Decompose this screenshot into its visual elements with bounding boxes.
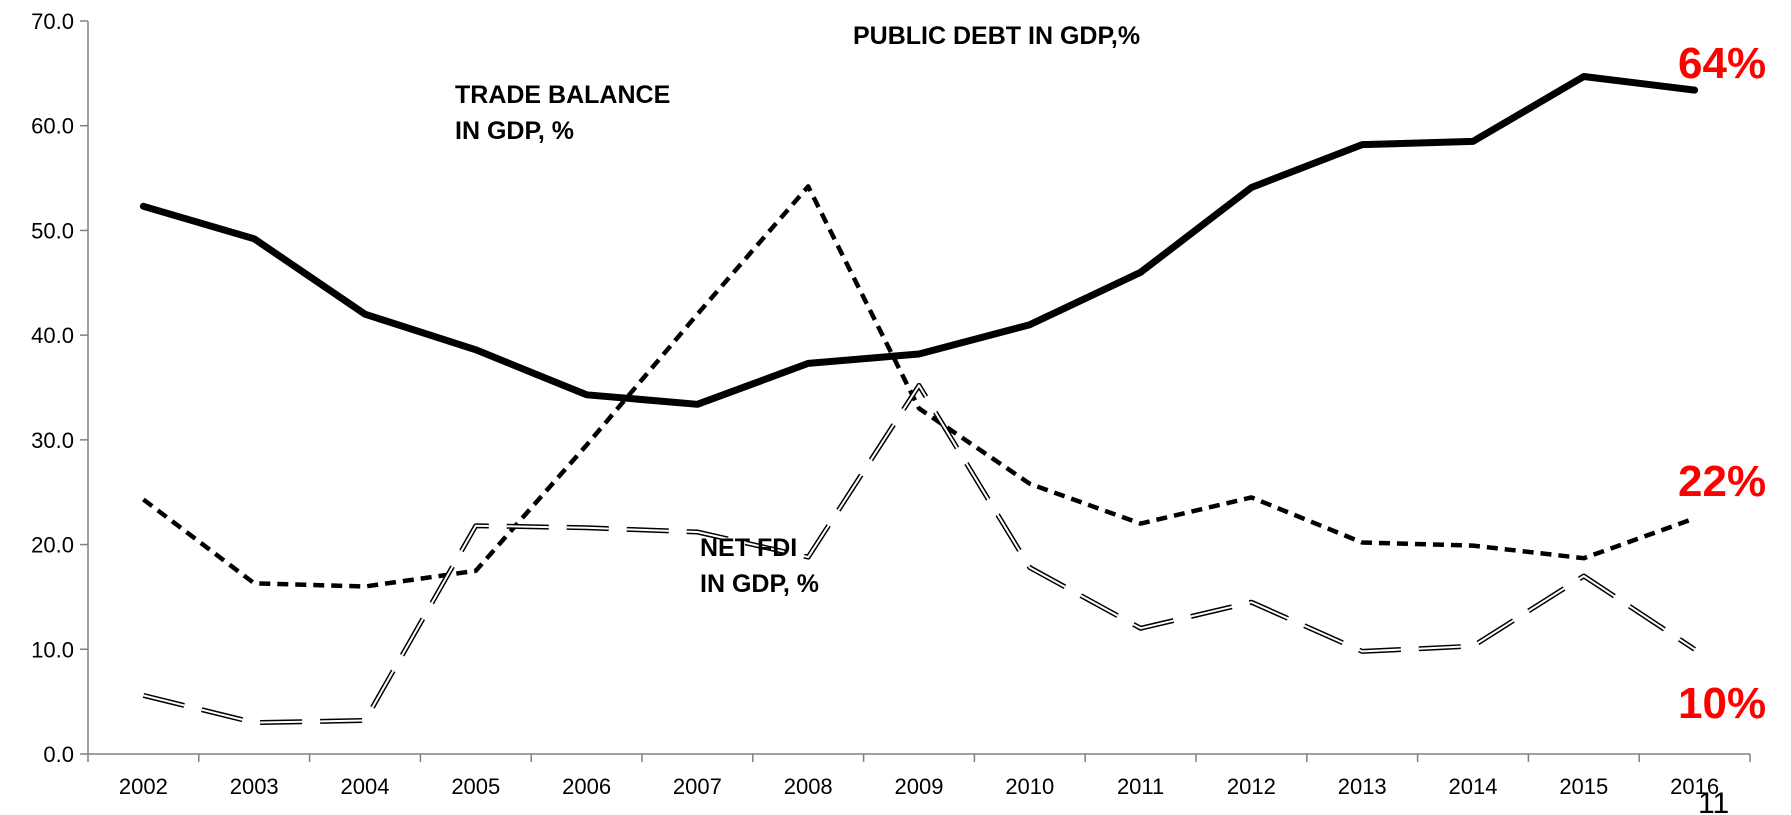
end-label-public-debt: 64% <box>1678 39 1766 88</box>
series-line-2 <box>142 184 1696 589</box>
annotations: PUBLIC DEBT IN GDP,% TRADE BALANCE IN GD… <box>455 22 1766 815</box>
series-lines <box>139 73 1699 726</box>
y-tick-label: 40.0 <box>31 323 74 348</box>
y-tick-label: 70.0 <box>31 9 74 34</box>
axes: 0.0 10.0 20.0 30.0 40.0 50.0 60.0 70.0 2002 2003 2… <box>31 9 1751 799</box>
series-label-trade-balance-line1: TRADE BALANCE <box>455 81 670 109</box>
x-tick-label: 2007 <box>673 774 722 799</box>
x-tick-label: 2015 <box>1559 774 1608 799</box>
x-tick-label: 2004 <box>341 774 390 799</box>
series-line-1 <box>139 73 1699 408</box>
x-tick-label: 2005 <box>451 774 500 799</box>
series-label-public-debt: PUBLIC DEBT IN GDP,% <box>853 22 1140 50</box>
series-line-3-outline <box>142 382 1696 726</box>
x-tick-label: 2010 <box>1005 774 1054 799</box>
x-tick-label: 2008 <box>784 774 833 799</box>
x-tick-label: 2011 <box>1117 774 1164 799</box>
series-label-net-fdi-line1: NET FDI <box>700 534 797 562</box>
end-label-trade-balance: 22% <box>1678 457 1766 506</box>
y-tick-label: 10.0 <box>31 637 74 662</box>
x-tick-label: 2012 <box>1227 774 1276 799</box>
series-line-3-core <box>143 384 1696 724</box>
x-tick-label: 2013 <box>1338 774 1387 799</box>
x-tick-label: 2014 <box>1449 774 1498 799</box>
series-label-trade-balance-line2: IN GDP, % <box>455 117 574 145</box>
page-number: 11 <box>1698 787 1729 815</box>
x-tick-label: 2003 <box>230 774 279 799</box>
y-tick-label: 0.0 <box>43 742 74 767</box>
x-tick-label: 2002 <box>119 774 168 799</box>
x-tick-label: 2009 <box>895 774 944 799</box>
y-tick-label: 20.0 <box>31 533 74 558</box>
end-label-net-fdi: 10% <box>1678 679 1766 728</box>
y-tick-label: 50.0 <box>31 218 74 243</box>
y-tick-label: 60.0 <box>31 114 74 139</box>
y-tick-label: 30.0 <box>31 428 74 453</box>
x-tick-label: 2006 <box>562 774 611 799</box>
x-tick-label: 2016 <box>1670 774 1719 799</box>
series-label-net-fdi-line2: IN GDP, % <box>700 570 819 598</box>
